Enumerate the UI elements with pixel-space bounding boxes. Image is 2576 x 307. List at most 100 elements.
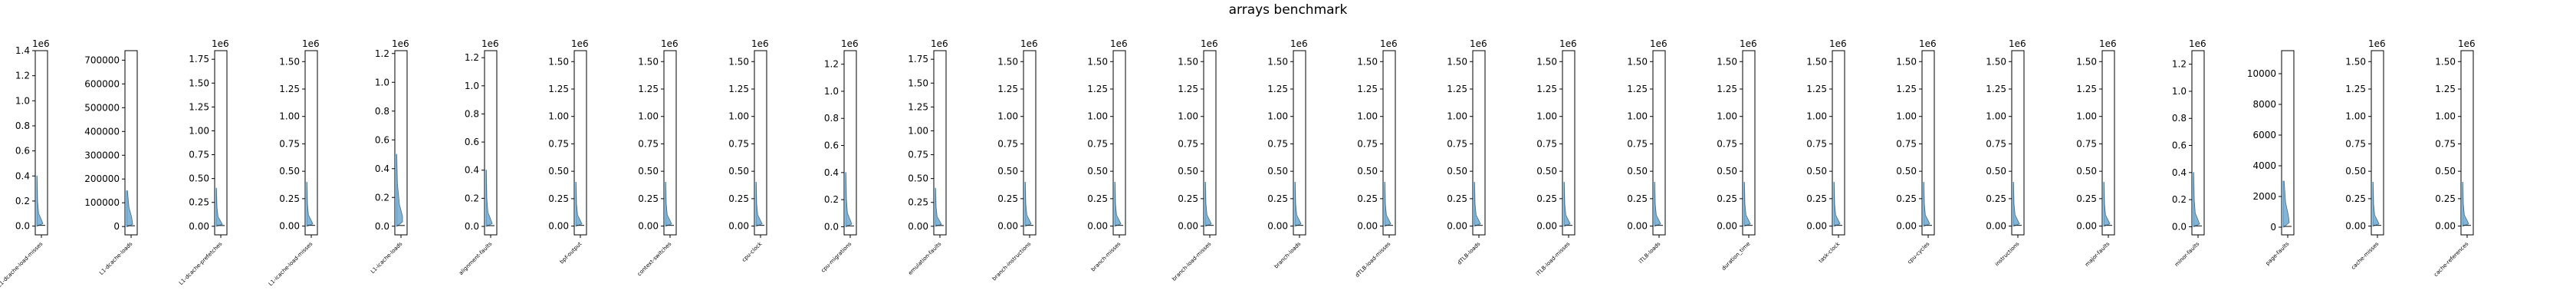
y-tick: 0.50 — [1087, 166, 1113, 177]
y-tick-label: 0.50 — [1178, 166, 1198, 177]
y-tick: 1.50 — [1447, 56, 1473, 67]
y-tick: 0 — [2270, 222, 2282, 233]
y-tick-label: 1.00 — [2345, 111, 2366, 122]
y-tick-label: 1.25 — [1178, 84, 1198, 94]
y-offset-label: 1e6 — [2189, 38, 2206, 49]
y-tick-label: 1.50 — [1447, 56, 1467, 67]
y-tick-label: 0.25 — [2076, 193, 2097, 204]
y-tick: 1.00 — [1896, 111, 1922, 122]
distribution — [1654, 181, 1661, 227]
y-tick-label: 1.50 — [2435, 56, 2456, 67]
y-tick: 1.25 — [1717, 84, 1743, 94]
y-tick-label: 1.25 — [189, 101, 209, 112]
y-tick: 0.0 — [824, 221, 844, 232]
y-tick-label: 1.00 — [2076, 111, 2097, 122]
y-tick-label: 0.6 — [465, 137, 479, 147]
y-tick-label: 0.2 — [465, 193, 479, 203]
y-offset-label: 1e6 — [1020, 38, 1038, 49]
y-tick: 0.75 — [1896, 138, 1922, 149]
y-tick-label: 0.25 — [2345, 193, 2366, 204]
y-tick: 0.00 — [908, 221, 934, 232]
y-tick-label: 0.00 — [279, 221, 300, 232]
y-tick: 700000 — [84, 54, 125, 65]
distribution — [935, 187, 942, 227]
y-tick: 300000 — [84, 150, 125, 160]
y-tick: 0.75 — [1806, 138, 1832, 149]
y-tick: 0.00 — [1986, 221, 2012, 232]
distribution — [665, 181, 672, 227]
y-tick: 0.25 — [1178, 193, 1204, 204]
distribution — [126, 190, 133, 227]
y-tick: 1.75 — [189, 54, 215, 64]
y-tick-label: 0.25 — [1178, 193, 1198, 204]
y-tick-label: 1.00 — [548, 111, 569, 122]
y-tick-label: 0.50 — [279, 166, 300, 177]
y-tick: 0.0 — [2172, 221, 2192, 232]
y-tick: 0.50 — [279, 166, 305, 177]
y-offset-label: 1e6 — [571, 38, 589, 49]
y-tick: 1.00 — [908, 125, 934, 136]
chart-title: arrays benchmark — [1228, 2, 1348, 18]
y-offset-label: 1e6 — [1380, 38, 1398, 49]
y-tick-label: 1.50 — [638, 56, 659, 67]
y-tick-label: 1.25 — [2076, 84, 2097, 94]
y-tick-label: 0.6 — [15, 146, 30, 157]
y-tick-label: 1.25 — [728, 84, 749, 94]
y-tick: 1.50 — [1178, 56, 1204, 67]
y-tick-label: 0.4 — [375, 163, 389, 174]
y-tick-label: 0.00 — [1806, 221, 1827, 232]
y-tick: 1.50 — [279, 56, 305, 67]
x-category-label: branch-loads — [1273, 241, 1303, 270]
y-tick-label: 0.75 — [548, 138, 569, 149]
y-tick-label: 0.50 — [1447, 166, 1467, 177]
y-tick-label: 1.00 — [908, 125, 928, 136]
y-tick: 0.00 — [189, 221, 215, 232]
y-tick: 1.00 — [1627, 111, 1653, 122]
y-tick: 0.75 — [1178, 138, 1204, 149]
x-category-label: branch-instructions — [991, 241, 1033, 282]
y-tick-label: 1.00 — [1536, 111, 1557, 122]
y-tick-label: 0.00 — [1986, 221, 2006, 232]
y-tick-label: 0 — [2270, 222, 2276, 233]
y-tick: 0.25 — [1986, 193, 2012, 204]
y-tick-label: 0.4 — [465, 165, 479, 176]
y-tick-label: 1.00 — [1357, 111, 1378, 122]
y-tick: 0.6 — [15, 146, 35, 157]
y-tick-label: 0.75 — [1717, 138, 1737, 149]
y-tick-label: 0.25 — [1986, 193, 2006, 204]
y-tick: 1.0 — [465, 81, 485, 91]
y-tick-label: 1.25 — [2435, 84, 2456, 94]
y-tick-label: 1.25 — [548, 84, 569, 94]
y-offset-label: 1e6 — [661, 38, 678, 49]
y-tick: 1.25 — [1536, 84, 1562, 94]
x-category-label: L1-dcache-load-misses — [0, 241, 44, 289]
y-tick-label: 1.50 — [1627, 56, 1648, 67]
y-tick: 0.00 — [2076, 221, 2102, 232]
y-tick: 0.00 — [638, 221, 664, 232]
y-tick: 0.50 — [1986, 166, 2012, 177]
y-offset-label: 1e6 — [1650, 38, 1668, 49]
y-tick-label: 0.50 — [2435, 166, 2456, 177]
x-category-label: dTLB-load-misses — [1354, 241, 1392, 279]
y-tick: 0.4 — [375, 163, 395, 174]
y-tick: 0.75 — [279, 138, 305, 149]
distribution — [845, 172, 853, 227]
y-tick: 1.25 — [189, 101, 215, 112]
y-tick-label: 1.50 — [1178, 56, 1198, 67]
y-tick-label: 1.75 — [189, 54, 209, 64]
y-tick-label: 0.50 — [189, 173, 209, 184]
y-tick-label: 1.00 — [1806, 111, 1827, 122]
y-tick: 1.50 — [728, 56, 754, 67]
y-tick-label: 0.75 — [1986, 138, 2006, 149]
distribution — [1563, 181, 1571, 227]
y-tick: 0.2 — [2172, 194, 2192, 205]
y-tick-label: 1.50 — [728, 56, 749, 67]
y-tick: 6000 — [2252, 130, 2282, 140]
y-offset-label: 1e6 — [2009, 38, 2026, 49]
y-offset-label: 1e6 — [392, 38, 409, 49]
y-tick: 0.50 — [1806, 166, 1832, 177]
